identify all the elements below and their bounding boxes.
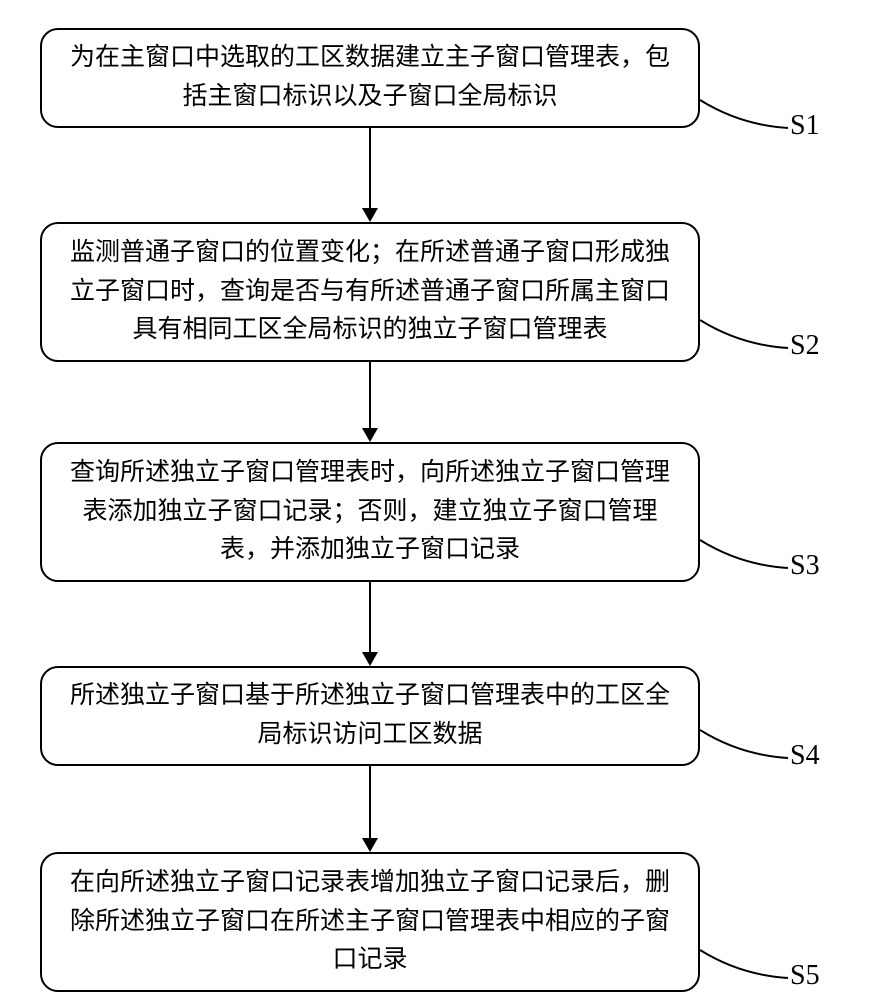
step-label-s2: S2 [790, 330, 820, 362]
node-text: 为在主窗口中选取的工区数据建立主子窗口管理表，包括主窗口标识以及子窗口全局标识 [62, 39, 678, 117]
arrow-line [369, 766, 371, 838]
arrow-head-icon [362, 652, 378, 666]
label-connector [700, 315, 790, 355]
flowchart-node-s1: 为在主窗口中选取的工区数据建立主子窗口管理表，包括主窗口标识以及子窗口全局标识 [40, 28, 700, 128]
node-text: 监测普通子窗口的位置变化；在所述普通子窗口形成独立子窗口时，查询是否与有所述普通… [62, 234, 678, 350]
node-text: 所述独立子窗口基于所述独立子窗口管理表中的工区全局标识访问工区数据 [62, 677, 678, 755]
arrow-line [369, 362, 371, 428]
flowchart-node-s3: 查询所述独立子窗口管理表时，向所述独立子窗口管理表添加独立子窗口记录；否则，建立… [40, 442, 700, 582]
step-label-s3: S3 [790, 550, 820, 582]
label-connector [700, 725, 790, 765]
flowchart-node-s4: 所述独立子窗口基于所述独立子窗口管理表中的工区全局标识访问工区数据 [40, 666, 700, 766]
arrow-head-icon [362, 208, 378, 222]
node-text: 在向所述独立子窗口记录表增加独立子窗口记录后，删除所述独立子窗口在所述主子窗口管… [62, 864, 678, 980]
step-label-s5: S5 [790, 960, 820, 992]
step-label-s1: S1 [790, 110, 820, 142]
step-label-s4: S4 [790, 740, 820, 772]
label-connector [700, 95, 790, 135]
arrow-head-icon [362, 838, 378, 852]
flowchart-node-s5: 在向所述独立子窗口记录表增加独立子窗口记录后，删除所述独立子窗口在所述主子窗口管… [40, 852, 700, 992]
label-connector [700, 945, 790, 985]
node-text: 查询所述独立子窗口管理表时，向所述独立子窗口管理表添加独立子窗口记录；否则，建立… [62, 454, 678, 570]
arrow-line [369, 582, 371, 652]
label-connector [700, 535, 790, 575]
flowchart-node-s2: 监测普通子窗口的位置变化；在所述普通子窗口形成独立子窗口时，查询是否与有所述普通… [40, 222, 700, 362]
flowchart-canvas: 为在主窗口中选取的工区数据建立主子窗口管理表，包括主窗口标识以及子窗口全局标识 … [0, 0, 871, 1000]
arrow-line [369, 128, 371, 208]
arrow-head-icon [362, 428, 378, 442]
